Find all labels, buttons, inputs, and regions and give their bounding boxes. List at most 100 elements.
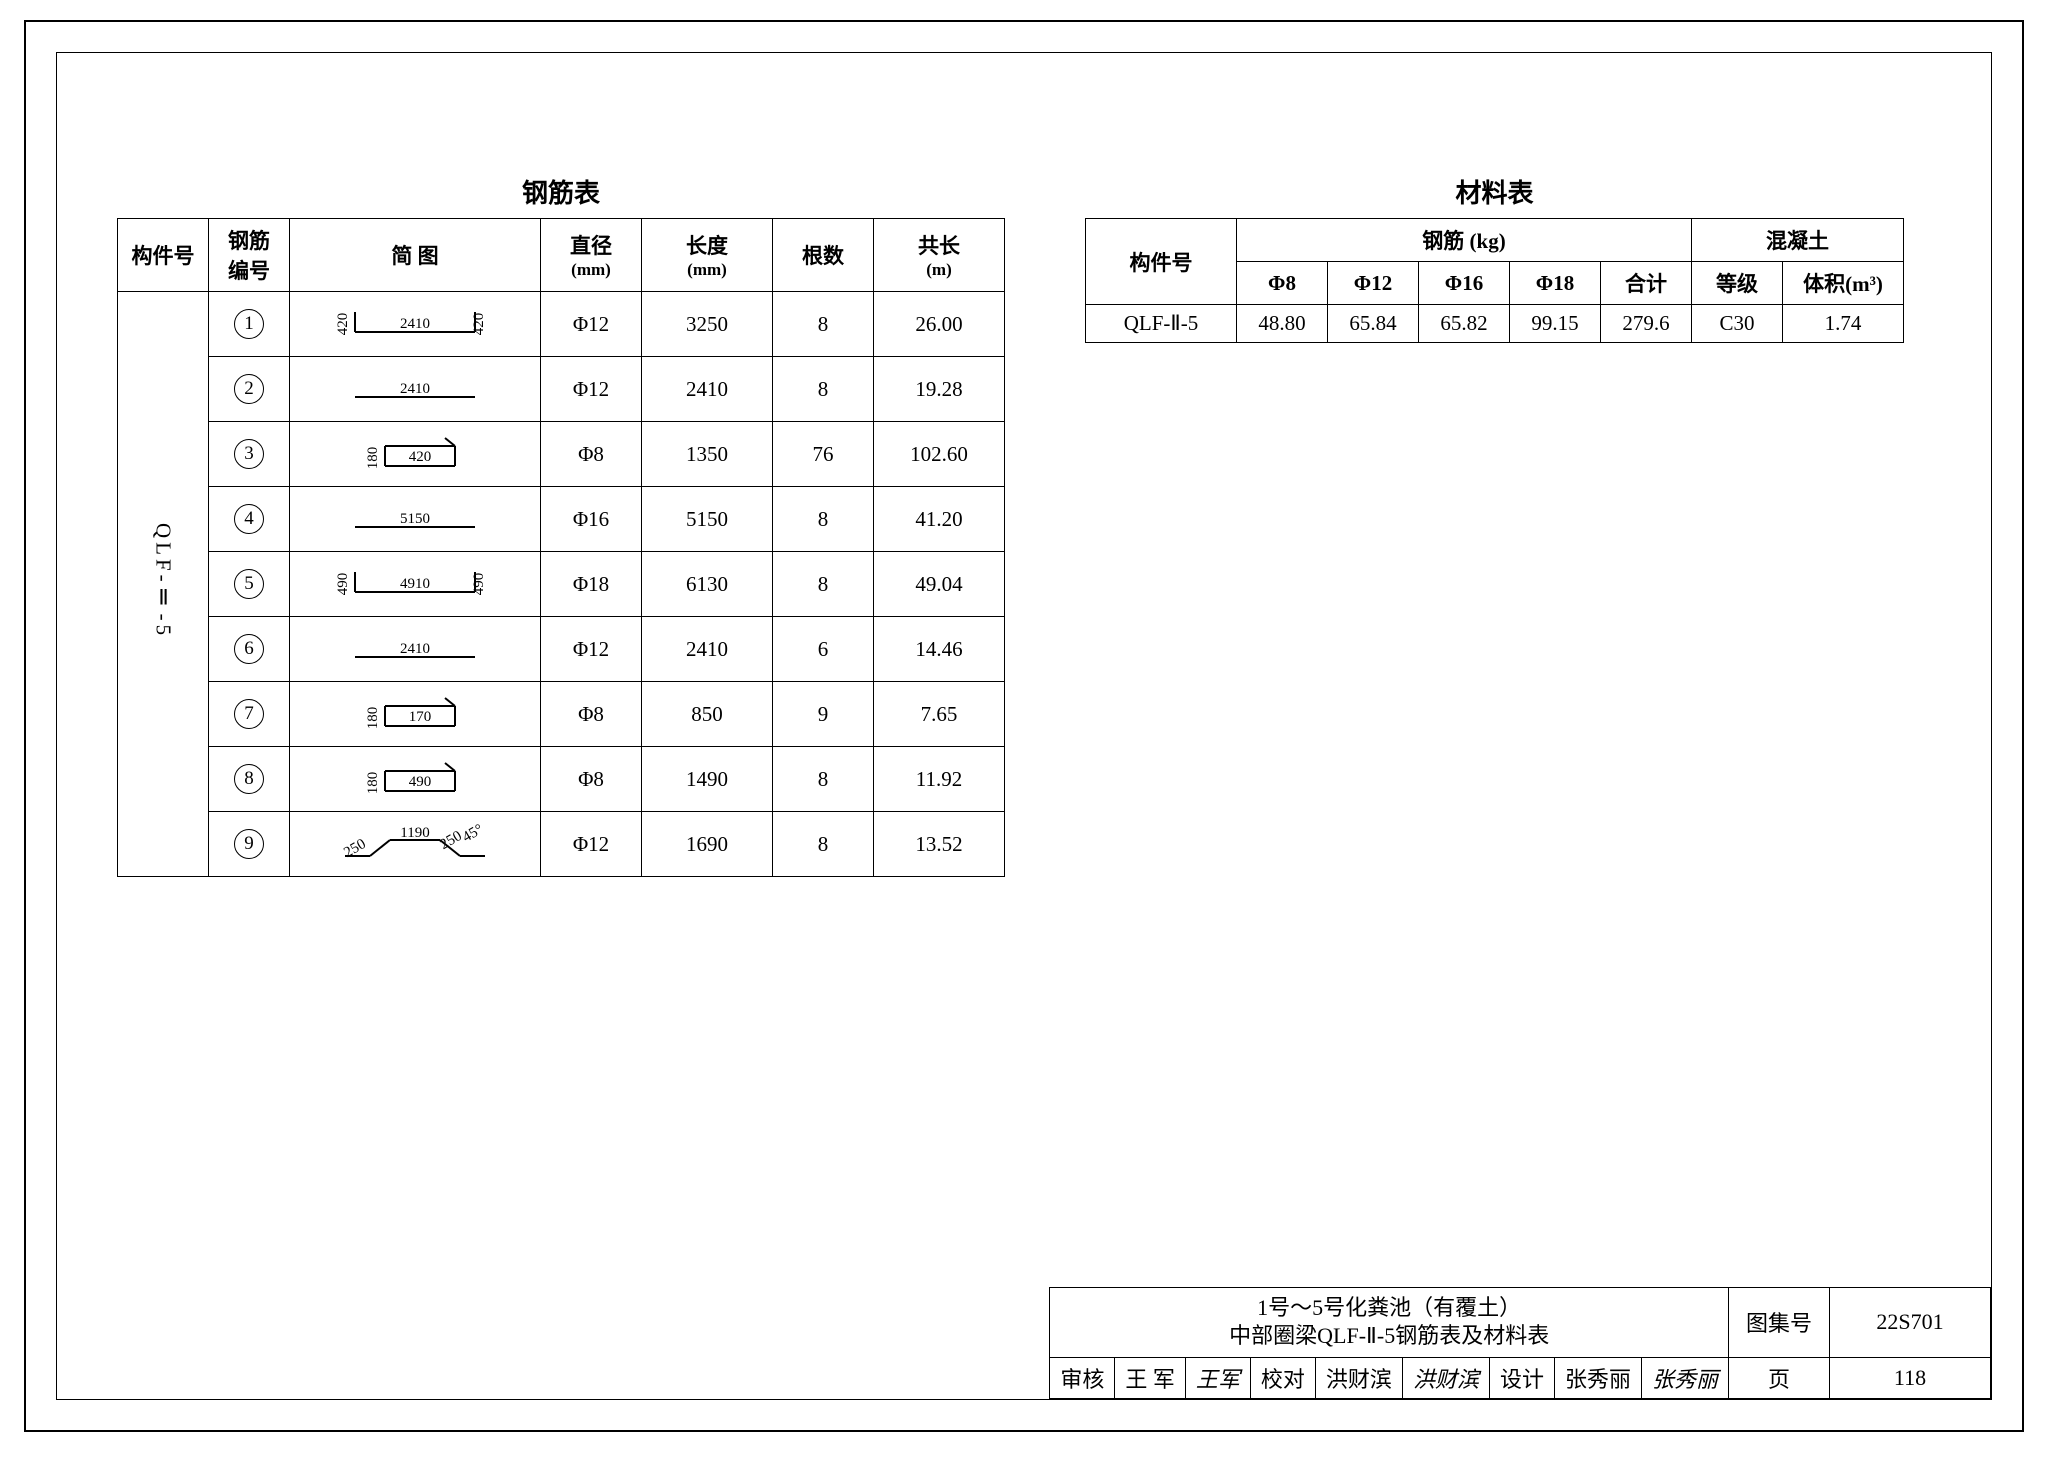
title-block: 1号～5号化粪池（有覆土） 中部圈梁QLF-Ⅱ-5钢筋表及材料表 图集号 22S… [1049, 1287, 1991, 1399]
total-cell: 102.60 [874, 422, 1005, 487]
count-cell: 8 [773, 292, 874, 357]
svg-text:490: 490 [335, 573, 351, 596]
design-label: 设计 [1489, 1358, 1554, 1399]
mcol-component-id: 构件号 [1086, 219, 1237, 305]
svg-text:2410: 2410 [400, 316, 430, 332]
material-table-block: 材料表 构件号 钢筋 (kg) 混凝土 Φ8 Φ12 Φ16 Φ18 [1085, 173, 1904, 877]
rebar-table-title: 钢筋表 [117, 173, 1005, 210]
diameter-cell: Φ8 [541, 422, 642, 487]
diameter-cell: Φ12 [541, 617, 642, 682]
rebar-no-cell: 3 [209, 422, 290, 487]
count-cell: 8 [773, 357, 874, 422]
page-number: 118 [1830, 1358, 1991, 1399]
check-sig: 洪财滨 [1402, 1358, 1489, 1399]
sketch-cell: 5150 [290, 487, 541, 552]
svg-text:5150: 5150 [400, 511, 430, 527]
count-cell: 9 [773, 682, 874, 747]
component-id-cell: QLF-Ⅱ-5 [118, 292, 209, 877]
total-cell: 49.04 [874, 552, 1005, 617]
svg-text:420: 420 [335, 313, 351, 336]
diameter-cell: Φ12 [541, 357, 642, 422]
diameter-cell: Φ8 [541, 747, 642, 812]
total-cell: 41.20 [874, 487, 1005, 552]
material-row: QLF-Ⅱ-5 48.80 65.84 65.82 99.15 279.6 C3… [1086, 305, 1904, 343]
rebar-row: 3 180 420 Φ8135076102.60 [118, 422, 1005, 487]
rebar-row: 22410Φ122410819.28 [118, 357, 1005, 422]
count-cell: 8 [773, 812, 874, 877]
rebar-row: QLF-Ⅱ-514202410420Φ123250826.00 [118, 292, 1005, 357]
check-name: 洪财滨 [1315, 1358, 1402, 1399]
rebar-no-cell: 5 [209, 552, 290, 617]
mcol-concrete-group: 混凝土 [1692, 219, 1904, 262]
col-diameter: 直径 (mm) [541, 219, 642, 292]
svg-text:490: 490 [471, 573, 487, 596]
svg-text:490: 490 [409, 774, 432, 790]
col-length: 长度 (mm) [642, 219, 773, 292]
rebar-no-cell: 9 [209, 812, 290, 877]
set-no: 22S701 [1830, 1287, 1991, 1357]
rebar-row: 8180490Φ81490811.92 [118, 747, 1005, 812]
mcol-d8: Φ8 [1237, 262, 1328, 305]
length-cell: 1350 [642, 422, 773, 487]
svg-text:420: 420 [471, 313, 487, 336]
diameter-cell: Φ12 [541, 292, 642, 357]
design-sig: 张秀丽 [1641, 1358, 1728, 1399]
length-cell: 2410 [642, 617, 773, 682]
mcol-volume: 体积(m³) [1783, 262, 1904, 305]
sketch-cell: 180490 [290, 747, 541, 812]
mcol-rebar-group: 钢筋 (kg) [1237, 219, 1692, 262]
svg-text:420: 420 [409, 449, 432, 465]
count-cell: 6 [773, 617, 874, 682]
sketch-cell: 180 170 [290, 682, 541, 747]
svg-text:180: 180 [365, 447, 381, 470]
total-cell: 26.00 [874, 292, 1005, 357]
mcol-grade: 等级 [1692, 262, 1783, 305]
count-cell: 76 [773, 422, 874, 487]
diameter-cell: Φ8 [541, 682, 642, 747]
rebar-no-cell: 4 [209, 487, 290, 552]
total-cell: 19.28 [874, 357, 1005, 422]
rebar-no-cell: 6 [209, 617, 290, 682]
rebar-no-cell: 7 [209, 682, 290, 747]
length-cell: 1490 [642, 747, 773, 812]
total-cell: 11.92 [874, 747, 1005, 812]
rebar-no-cell: 8 [209, 747, 290, 812]
drawing-inner-frame: 钢筋表 构件号 钢筋 编号 简 图 直径 (mm) [56, 52, 1992, 1400]
sketch-cell: 250119025045° [290, 812, 541, 877]
material-table: 构件号 钢筋 (kg) 混凝土 Φ8 Φ12 Φ16 Φ18 合计 等级 体积(… [1085, 218, 1904, 343]
mcol-d16: Φ16 [1419, 262, 1510, 305]
rebar-no-cell: 1 [209, 292, 290, 357]
diameter-cell: Φ18 [541, 552, 642, 617]
svg-text:1190: 1190 [400, 825, 429, 841]
rebar-row: 9250119025045°Φ121690813.52 [118, 812, 1005, 877]
review-label: 审核 [1050, 1358, 1115, 1399]
col-count: 根数 [773, 219, 874, 292]
length-cell: 3250 [642, 292, 773, 357]
page-label: 页 [1729, 1358, 1830, 1399]
check-label: 校对 [1250, 1358, 1315, 1399]
total-cell: 14.46 [874, 617, 1005, 682]
length-cell: 5150 [642, 487, 773, 552]
total-cell: 7.65 [874, 682, 1005, 747]
set-no-label: 图集号 [1729, 1287, 1830, 1357]
mcol-d12: Φ12 [1328, 262, 1419, 305]
review-sig: 王军 [1185, 1358, 1250, 1399]
count-cell: 8 [773, 747, 874, 812]
svg-text:170: 170 [409, 709, 432, 725]
svg-text:180: 180 [365, 707, 381, 730]
material-table-title: 材料表 [1085, 173, 1904, 210]
diameter-cell: Φ12 [541, 812, 642, 877]
sketch-cell: 420 2410 420 [290, 292, 541, 357]
length-cell: 850 [642, 682, 773, 747]
svg-text:4910: 4910 [400, 576, 430, 592]
count-cell: 8 [773, 552, 874, 617]
rebar-no-cell: 2 [209, 357, 290, 422]
count-cell: 8 [773, 487, 874, 552]
sketch-cell: 490 4910 490 [290, 552, 541, 617]
mcol-d18: Φ18 [1510, 262, 1601, 305]
sketch-cell: 2410 [290, 357, 541, 422]
rebar-row: 45150Φ165150841.20 [118, 487, 1005, 552]
rebar-table: 构件号 钢筋 编号 简 图 直径 (mm) 长度 (mm) [117, 218, 1005, 877]
drawing-outer-frame: 钢筋表 构件号 钢筋 编号 简 图 直径 (mm) [24, 20, 2024, 1432]
length-cell: 2410 [642, 357, 773, 422]
